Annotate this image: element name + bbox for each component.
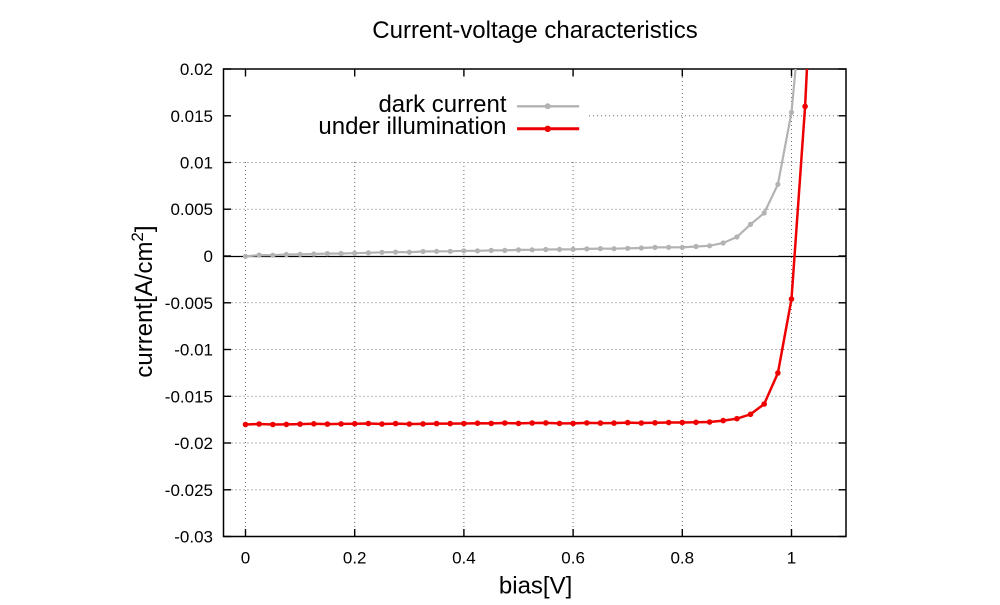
svg-text:0.2: 0.2 [343,549,367,568]
svg-text:bias[V]: bias[V] [499,573,572,600]
svg-text:1: 1 [787,549,796,568]
svg-text:-0.01: -0.01 [174,341,213,360]
svg-text:0.8: 0.8 [670,549,694,568]
svg-text:0.4: 0.4 [452,549,476,568]
svg-text:Current-voltage characteristic: Current-voltage characteristics [372,17,697,44]
svg-text:0.015: 0.015 [170,107,213,126]
svg-text:0: 0 [204,247,213,266]
svg-text:-0.015: -0.015 [165,387,213,406]
svg-text:under illumination: under illumination [318,113,506,140]
svg-text:-0.03: -0.03 [174,528,213,547]
svg-text:dark current: dark current [378,91,506,118]
svg-text:current[A/cm2]: current[A/cm2] [128,225,158,377]
svg-text:0.02: 0.02 [180,60,213,79]
svg-text:0.005: 0.005 [170,200,213,219]
svg-text:-0.005: -0.005 [165,294,213,313]
svg-text:0: 0 [241,549,250,568]
svg-text:0.01: 0.01 [180,154,213,173]
svg-text:-0.02: -0.02 [174,434,213,453]
svg-text:-0.025: -0.025 [165,481,213,500]
svg-text:0.6: 0.6 [561,549,585,568]
